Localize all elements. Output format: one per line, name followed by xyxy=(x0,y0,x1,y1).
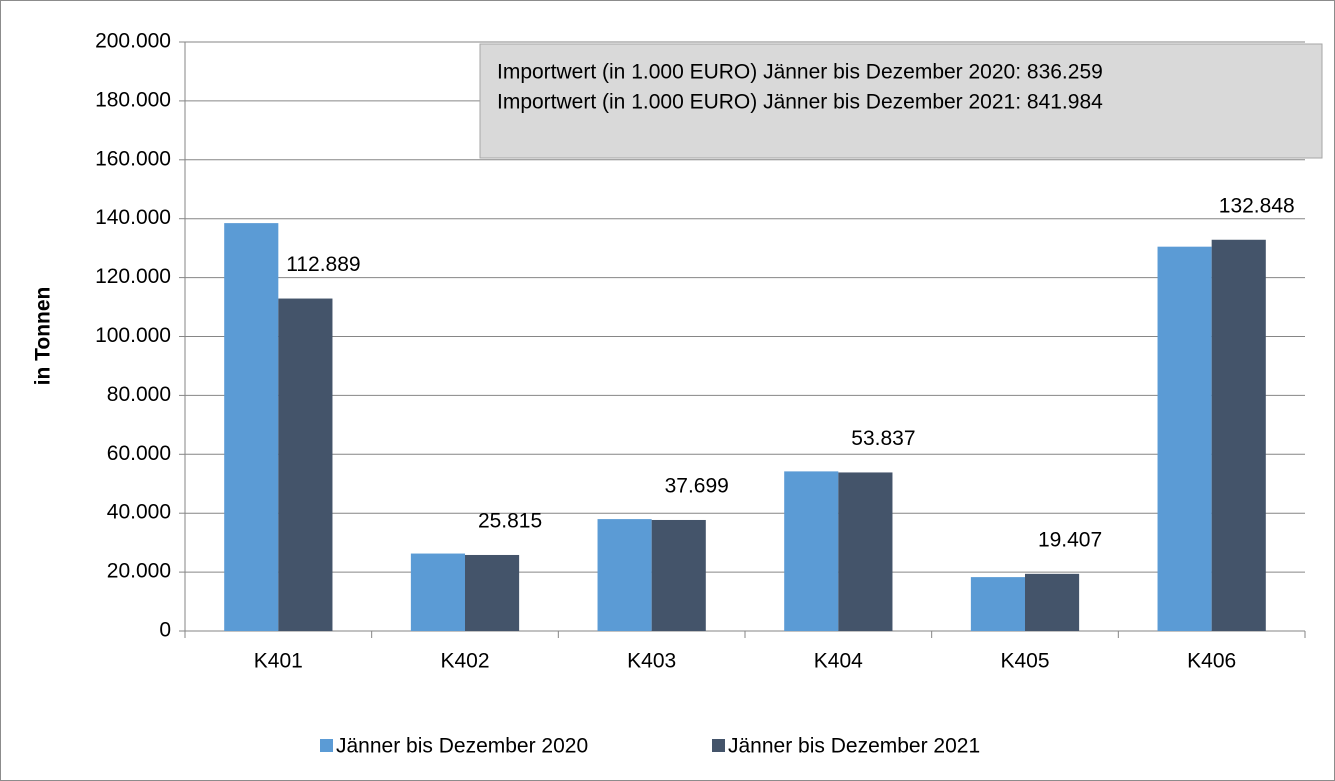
bar xyxy=(224,223,279,631)
bar xyxy=(278,298,333,631)
data-label: 37.699 xyxy=(665,475,729,498)
y-tick-label: 160.000 xyxy=(95,147,171,170)
y-tick-label: 0 xyxy=(159,619,171,642)
y-tick-label: 40.000 xyxy=(107,501,171,524)
annotation-box xyxy=(479,43,1323,159)
bar xyxy=(970,577,1025,631)
annotation: Importwert (in 1.000 EURO) Jänner bis De… xyxy=(497,61,1103,84)
data-label: 19.407 xyxy=(1038,528,1102,551)
legend-swatch xyxy=(712,739,725,752)
x-tick-label: K401 xyxy=(254,650,303,673)
bar xyxy=(1157,246,1212,632)
bar xyxy=(410,553,465,631)
y-tick-label: 100.000 xyxy=(95,324,171,347)
x-tick-label: K404 xyxy=(814,650,863,673)
y-tick-label: 80.000 xyxy=(107,383,171,406)
legend-label: Jänner bis Dezember 2021 xyxy=(728,735,980,758)
legend-swatch xyxy=(320,739,333,752)
bar xyxy=(1025,573,1080,631)
bar xyxy=(651,519,706,631)
y-axis-label: in Tonnen xyxy=(32,287,55,386)
x-tick-label: K406 xyxy=(1187,650,1236,673)
y-tick-label: 60.000 xyxy=(107,442,171,465)
y-tick-label: 140.000 xyxy=(95,206,171,229)
x-tick-label: K403 xyxy=(627,650,676,673)
data-label: 25.815 xyxy=(478,510,542,533)
bar xyxy=(1211,239,1266,631)
data-label: 132.848 xyxy=(1219,194,1295,217)
legend-label: Jänner bis Dezember 2020 xyxy=(336,735,588,758)
x-tick-label: K402 xyxy=(440,650,489,673)
bar xyxy=(838,472,893,631)
data-label: 112.889 xyxy=(286,253,360,276)
y-tick-label: 120.000 xyxy=(95,265,171,288)
data-label: 53.837 xyxy=(851,427,915,450)
bar xyxy=(465,554,520,631)
bar xyxy=(784,471,839,631)
annotation: Importwert (in 1.000 EURO) Jänner bis De… xyxy=(497,91,1103,114)
y-tick-label: 200.000 xyxy=(95,30,171,53)
y-tick-label: 180.000 xyxy=(95,88,171,111)
y-tick-label: 20.000 xyxy=(107,560,171,583)
x-tick-label: K405 xyxy=(1000,650,1049,673)
bar xyxy=(597,519,652,631)
